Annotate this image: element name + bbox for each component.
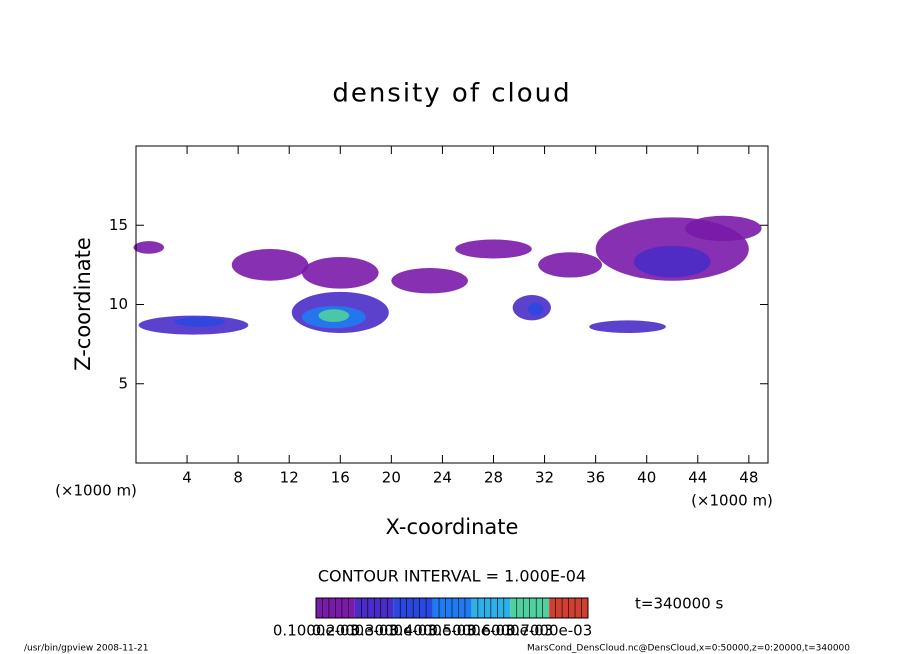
x-tick-label: 32: [535, 469, 554, 487]
x-tick-label: 36: [586, 469, 605, 487]
cloud-patch: [685, 215, 762, 242]
chart-title: density of cloud: [332, 79, 571, 109]
footer-left: /usr/bin/gpview 2008-11-21: [24, 644, 148, 654]
x-tick-label: 12: [280, 469, 299, 487]
x-tick-label: 48: [739, 469, 758, 487]
plot-frame: [135, 145, 769, 464]
cloud-patch: [589, 320, 666, 334]
y-tick-label: 10: [109, 295, 128, 313]
y-unit-label: (×1000 m): [55, 482, 137, 500]
contour-interval: CONTOUR INTERVAL = 1.000E-04: [318, 567, 586, 586]
x-tick-label: 24: [433, 469, 452, 487]
cloud-patch: [527, 302, 544, 316]
colorbar-label: 0.3000e-03: [351, 622, 437, 640]
y-tick-label: 15: [109, 216, 128, 234]
cloud-patch: [391, 268, 468, 294]
x-tick-label: 28: [484, 469, 503, 487]
cloud-patch: [538, 252, 603, 278]
colorbar-label: 0.1000e-03: [273, 622, 359, 640]
x-axis-label: X-coordinate: [386, 515, 519, 539]
y-tick-label: 5: [118, 374, 128, 392]
x-tick-label: 8: [233, 469, 243, 487]
colorbar-label: 0.5000e-03: [428, 622, 514, 640]
x-tick-label: 44: [688, 469, 707, 487]
cloud-patch: [301, 256, 379, 289]
colorbar-label: 0.2000e-03: [312, 622, 398, 640]
colorbar-frame: [315, 597, 589, 619]
cloud-patch: [455, 239, 532, 259]
colorbar-label: 0.7000e-03: [506, 622, 592, 640]
colorbar-label: 0.6000e-03: [467, 622, 553, 640]
x-tick-label: 40: [637, 469, 656, 487]
x-tick-label: 4: [182, 469, 192, 487]
cloud-patch: [318, 309, 350, 322]
time-label: t=340000 s: [635, 595, 723, 613]
cloud-patch: [174, 317, 226, 327]
x-tick-label: 20: [382, 469, 401, 487]
cloud-patch: [133, 241, 165, 254]
footer-right: MarsCond_DensCloud.nc@DensCloud,x=0:5000…: [527, 644, 850, 654]
x-unit-label: (×1000 m): [691, 492, 773, 510]
y-axis-label: Z-coordinate: [71, 237, 95, 371]
colorbar-label: 0.4000e-03: [389, 622, 475, 640]
cloud-patch: [633, 245, 711, 278]
x-tick-label: 16: [331, 469, 350, 487]
cloud-patch: [231, 249, 309, 281]
